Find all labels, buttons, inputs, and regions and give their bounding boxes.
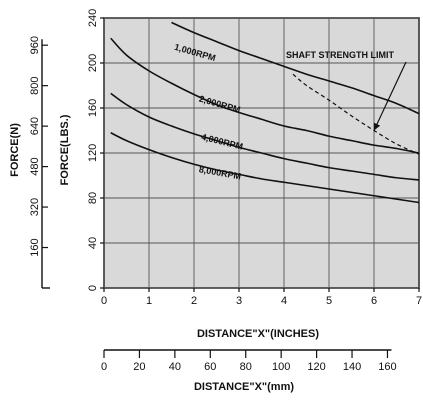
series-line-4-000rpm bbox=[110, 92, 420, 181]
secondary-x-tick-label: 60 bbox=[204, 361, 216, 373]
x-tick-label: 5 bbox=[326, 295, 332, 307]
x-tick-label: 4 bbox=[281, 295, 287, 307]
secondary-y-tick-label: 480 bbox=[29, 157, 41, 175]
y-tick-label: 80 bbox=[87, 192, 99, 204]
y-tick-label: 200 bbox=[87, 54, 99, 72]
annotation-arrowhead bbox=[373, 122, 381, 131]
secondary-y-axis-title: FORCE(N) bbox=[9, 123, 21, 177]
x-tick-label: 6 bbox=[371, 295, 377, 307]
series-line-2-000rpm bbox=[110, 37, 420, 154]
x-tick-label: 2 bbox=[191, 295, 197, 307]
x-tick-label: 1 bbox=[146, 295, 152, 307]
secondary-x-tick-label: 160 bbox=[378, 361, 396, 373]
x-axis-title: DISTANCE"X"(INCHES) bbox=[197, 328, 319, 340]
series-line-shaft-strength-limit bbox=[292, 73, 420, 155]
series-group bbox=[110, 21, 420, 204]
secondary-y-tick-label: 800 bbox=[29, 76, 41, 94]
x-tick-label: 0 bbox=[101, 295, 107, 307]
x-tick-label: 3 bbox=[236, 295, 242, 307]
shaft-strength-annotation: SHAFT STRENGTH LIMIT bbox=[286, 50, 394, 60]
secondary-y-tick-label: 320 bbox=[29, 198, 41, 216]
y-tick-label: 240 bbox=[87, 9, 99, 27]
secondary-y-tick-label: 640 bbox=[29, 117, 41, 135]
secondary-x-tick-label: 120 bbox=[307, 361, 325, 373]
secondary-x-tick-label: 40 bbox=[169, 361, 181, 373]
secondary-y-tick-label: 960 bbox=[29, 36, 41, 54]
series-line-8-000rpm bbox=[110, 132, 420, 204]
secondary-x-tick-label: 140 bbox=[343, 361, 361, 373]
secondary-y-tick-label: 160 bbox=[29, 238, 41, 256]
secondary-x-tick-label: 80 bbox=[240, 361, 252, 373]
series-line-1-000rpm bbox=[171, 21, 420, 115]
y-axis-title: FORCE(LBS.) bbox=[59, 114, 71, 185]
secondary-x-tick-label: 20 bbox=[133, 361, 145, 373]
annotation-arrow-line bbox=[373, 61, 407, 131]
y-tick-label: 160 bbox=[87, 99, 99, 117]
x-tick-label: 7 bbox=[416, 295, 422, 307]
y-tick-label: 40 bbox=[87, 237, 99, 249]
axes-group bbox=[41, 17, 420, 358]
secondary-x-tick-label: 100 bbox=[272, 361, 290, 373]
secondary-x-tick-label: 0 bbox=[101, 361, 107, 373]
y-tick-label: 120 bbox=[87, 144, 99, 162]
secondary-x-axis-title: DISTANCE"X"(mm) bbox=[194, 381, 294, 393]
y-tick-label: 0 bbox=[87, 285, 99, 291]
